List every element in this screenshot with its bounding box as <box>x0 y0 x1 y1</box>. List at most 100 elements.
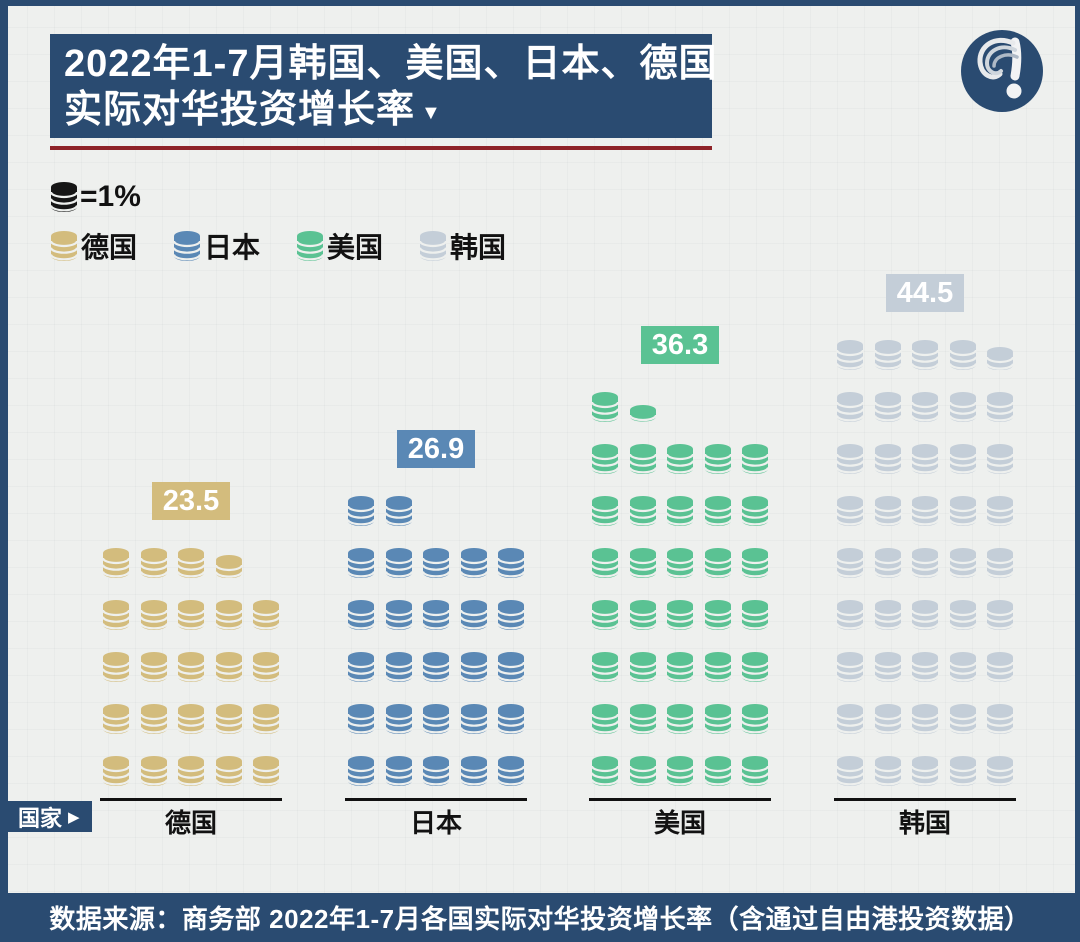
coin-stack-icon <box>347 548 375 578</box>
coin-stack-icon <box>591 444 619 474</box>
coin-stack-icon <box>384 756 413 786</box>
coin-row <box>102 702 280 734</box>
coin-stack-icon <box>986 600 1014 630</box>
frame-top-strip <box>0 0 1080 6</box>
coin-stack-icon <box>102 652 130 682</box>
coin-stack-icon <box>139 600 168 630</box>
coin-stack-icon <box>703 444 732 474</box>
coin-stack-icon <box>836 548 864 578</box>
coin-stack-icon <box>666 652 694 682</box>
coin-stack-icon <box>741 756 769 786</box>
title-banner: 2022年1-7月韩国、美国、日本、德国 实际对华投资增长率 ▼ <box>50 34 716 138</box>
coin-stack-icon <box>948 496 977 526</box>
coin-stack-icon <box>703 600 732 630</box>
coin-row <box>591 390 769 422</box>
coin-stack-icon <box>419 231 448 261</box>
coin-stack-icon <box>50 231 78 261</box>
coin-grid <box>591 390 769 798</box>
coin-stack-icon <box>873 704 902 734</box>
category-label: 韩国 <box>898 808 951 838</box>
coin-stack-icon <box>911 704 939 734</box>
series-legend: 德国 日本 美国 韩国 <box>50 226 506 266</box>
coin-grid <box>836 338 1014 798</box>
coin-stack-icon <box>422 548 450 578</box>
coin-stack-icon <box>911 756 939 786</box>
coin-stack-icon <box>628 756 657 786</box>
coin-stack-icon <box>703 652 732 682</box>
legend-item-label: 韩国 <box>450 232 507 263</box>
coin-stack-icon <box>497 600 525 630</box>
coin-row <box>591 702 769 734</box>
coin-stack-icon <box>703 496 732 526</box>
coin-stack-icon <box>422 704 450 734</box>
title-line-2: 实际对华投资增长率 ▼ <box>64 89 442 131</box>
coin-stack-icon <box>628 652 657 682</box>
coin-stack-icon <box>666 756 694 786</box>
coin-stack-icon <box>666 600 694 630</box>
coin-stack-icon <box>384 704 413 734</box>
country-group-日本: 26.9 日本 <box>341 430 531 838</box>
coin-stack-icon <box>703 548 732 578</box>
legend-item-0: 德国 <box>50 226 137 266</box>
coin-stack-icon <box>347 704 375 734</box>
coin-stack-icon <box>252 600 280 630</box>
coin-stack-icon <box>986 346 1014 370</box>
coin-stack-icon <box>177 600 205 630</box>
coin-stack-icon <box>836 496 864 526</box>
coin-row <box>347 598 525 630</box>
coin-row <box>836 390 1014 422</box>
coin-stack-icon <box>347 496 375 526</box>
category-label: 日本 <box>409 808 462 838</box>
coin-stack-icon <box>948 600 977 630</box>
coin-stack-icon <box>666 496 694 526</box>
coin-stack-icon <box>214 600 243 630</box>
coin-stack-icon <box>741 444 769 474</box>
coin-stack-icon <box>948 340 977 370</box>
value-badge: 36.3 <box>641 326 719 364</box>
coin-stack-icon <box>252 652 280 682</box>
category-baseline <box>834 798 1016 801</box>
coin-stack-icon <box>986 704 1014 734</box>
source-bar: 数据来源：商务部 2022年1-7月各国实际对华投资增长率（含通过自由港投资数据… <box>0 893 1080 942</box>
coin-stack-icon <box>459 704 488 734</box>
country-group-韩国: 44.5 韩国 <box>830 274 1020 838</box>
coin-row <box>347 650 525 682</box>
coin-stack-icon <box>948 548 977 578</box>
coin-stack-icon <box>347 756 375 786</box>
title-down-arrow: ▼ <box>421 102 442 124</box>
coin-stack-icon <box>703 756 732 786</box>
coin-row <box>591 650 769 682</box>
coin-stack-icon <box>911 340 939 370</box>
coin-stack-icon <box>873 548 902 578</box>
coin-stack-icon <box>741 496 769 526</box>
coin-stack-icon <box>102 548 130 578</box>
coin-stack-icon <box>139 704 168 734</box>
coin-row <box>347 754 525 786</box>
coin-stack-icon <box>347 652 375 682</box>
frame-left-strip <box>0 0 8 942</box>
coin-grid <box>102 546 280 798</box>
coin-stack-icon <box>422 600 450 630</box>
coin-stack-icon <box>50 182 78 212</box>
coin-stack-icon <box>986 444 1014 474</box>
coin-stack-icon <box>177 652 205 682</box>
coin-stack-icon <box>741 652 769 682</box>
coin-stack-icon <box>873 496 902 526</box>
coin-row <box>102 754 280 786</box>
coin-stack-icon <box>628 496 657 526</box>
coin-stack-icon <box>214 652 243 682</box>
coin-row <box>836 598 1014 630</box>
coin-row <box>591 546 769 578</box>
coin-stack-icon <box>873 444 902 474</box>
coin-stack-icon <box>384 548 413 578</box>
coin-stack-icon <box>873 756 902 786</box>
coin-row <box>347 494 525 526</box>
coin-stack-icon <box>139 548 168 578</box>
coin-stack-icon <box>497 548 525 578</box>
category-baseline <box>100 798 282 801</box>
coin-stack-icon <box>666 548 694 578</box>
coin-stack-icon <box>873 600 902 630</box>
coin-stack-icon <box>459 548 488 578</box>
coin-stack-icon <box>741 704 769 734</box>
